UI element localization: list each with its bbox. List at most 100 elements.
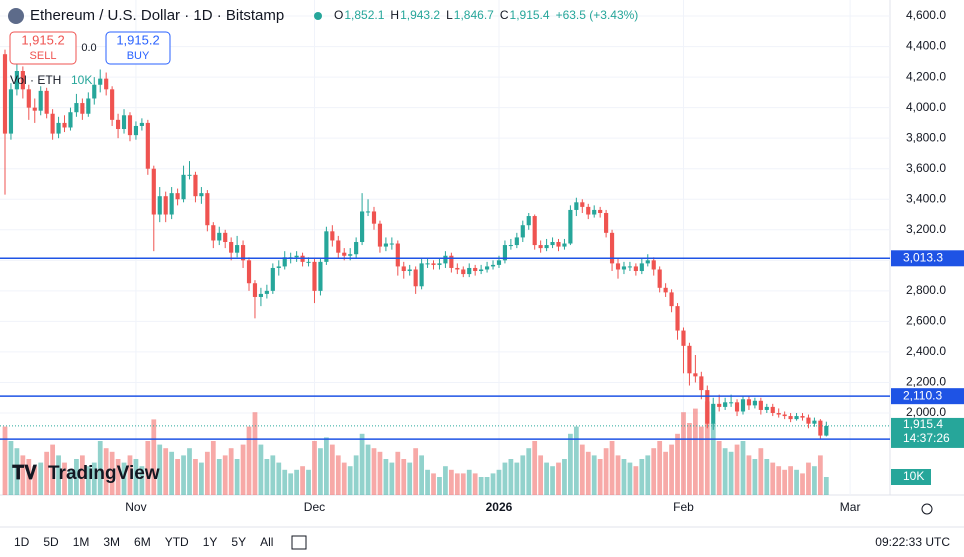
x-tick-label: Feb	[673, 500, 694, 514]
volume-bar	[448, 469, 454, 495]
range-button[interactable]: All	[260, 535, 273, 549]
volume-bar	[698, 426, 704, 495]
volume-bar	[127, 455, 133, 495]
candle-body	[32, 107, 37, 111]
volume-bar	[365, 444, 371, 495]
volume-bar	[341, 462, 347, 495]
x-tick-label: Dec	[304, 500, 325, 514]
range-button[interactable]: 5Y	[231, 535, 246, 549]
buy-button[interactable]	[105, 31, 171, 65]
volume-bar	[252, 412, 258, 495]
candle-body	[818, 420, 823, 436]
volume-bar	[377, 451, 383, 495]
volume-bar	[526, 448, 532, 495]
volume-bar	[704, 401, 710, 495]
candle-body	[371, 211, 377, 224]
volume-bar	[532, 441, 538, 495]
ohlc-value: 1,943.2	[400, 8, 440, 22]
range-button[interactable]: 1M	[73, 535, 90, 549]
candle-body	[711, 403, 716, 424]
ohlc-key: C	[500, 8, 509, 22]
candle-body	[824, 425, 829, 436]
volume-bar	[788, 466, 793, 495]
candle-body	[663, 287, 668, 293]
volume-bar	[823, 477, 829, 495]
sell-button[interactable]	[9, 31, 77, 65]
y-tick-label: 2,000.0	[906, 405, 946, 419]
candle-body	[484, 266, 490, 270]
candle-body	[776, 413, 781, 415]
candle-body	[324, 231, 329, 262]
candle-body	[98, 78, 103, 85]
ohlc-key: H	[390, 8, 399, 22]
logo-text[interactable]: TradingView	[48, 463, 160, 484]
candle-body	[151, 168, 156, 215]
candle-body	[175, 193, 180, 200]
volume-bar	[151, 419, 157, 495]
candle-body	[609, 232, 615, 264]
range-button[interactable]: 1D	[14, 535, 30, 549]
candle-body	[633, 266, 638, 272]
candle-body	[229, 242, 234, 253]
volume-bar	[425, 469, 430, 495]
candle-body	[276, 266, 281, 268]
range-button[interactable]: 1Y	[203, 535, 218, 549]
candle-body	[312, 261, 317, 291]
candle-body	[246, 260, 252, 284]
candle-body	[133, 125, 139, 136]
volume-bar	[14, 448, 20, 495]
y-tick-label: 2,800.0	[906, 283, 946, 297]
range-button[interactable]: YTD	[165, 535, 189, 549]
volume-bar	[591, 455, 597, 495]
volume-bar	[91, 462, 97, 495]
logo[interactable]: 𝐓𝐕	[12, 463, 37, 484]
volume-bar	[139, 466, 145, 495]
candle-body	[615, 263, 621, 270]
range-button[interactable]: 3M	[103, 535, 120, 549]
volume-bar	[85, 466, 91, 495]
candle-body	[455, 267, 460, 270]
symbol-title[interactable]: Ethereum / U.S. Dollar · 1D · Bitstamp	[30, 7, 284, 24]
buy-price: 1,915.2	[116, 32, 159, 47]
y-tick-label: 3,200.0	[906, 222, 946, 236]
candle-body	[294, 255, 299, 258]
volume-bar	[395, 451, 401, 495]
range-button[interactable]: 5D	[43, 535, 59, 549]
volume-bar	[199, 462, 204, 495]
level-label: 3,013.3	[903, 250, 943, 264]
candle-body	[240, 245, 246, 261]
volume-bar	[633, 466, 639, 495]
candle-body	[473, 267, 478, 272]
volume-bar	[568, 433, 573, 495]
volume-bar	[615, 455, 621, 495]
settings-icon[interactable]	[921, 503, 933, 515]
candle-body	[235, 245, 240, 253]
candle-body	[163, 196, 168, 215]
volume-bar	[657, 441, 663, 495]
ohlc-value: 1,915.4	[510, 8, 550, 22]
candle-body	[514, 237, 519, 246]
candle-body	[651, 260, 656, 270]
range-button[interactable]: 6M	[134, 535, 151, 549]
volume-bar	[234, 459, 240, 495]
y-tick-label: 3,600.0	[906, 161, 946, 175]
volume-bar	[740, 441, 746, 495]
volume-bar	[32, 466, 38, 495]
volume-bar	[228, 448, 234, 495]
candle-body	[431, 263, 436, 265]
candle-body	[639, 263, 644, 272]
volume-label-bg	[891, 469, 931, 485]
candle-body	[74, 103, 79, 113]
candle-body	[443, 255, 448, 264]
candle-body	[621, 266, 627, 270]
candle-body	[187, 174, 192, 176]
candle-body	[764, 406, 769, 410]
volume-bar	[812, 466, 817, 495]
candle-body	[330, 231, 335, 241]
volume-bar	[246, 426, 252, 495]
volume-bar	[556, 462, 561, 495]
date-range-icon[interactable]	[291, 535, 307, 550]
candle-body	[193, 174, 198, 197]
volume-bar	[2, 426, 8, 495]
